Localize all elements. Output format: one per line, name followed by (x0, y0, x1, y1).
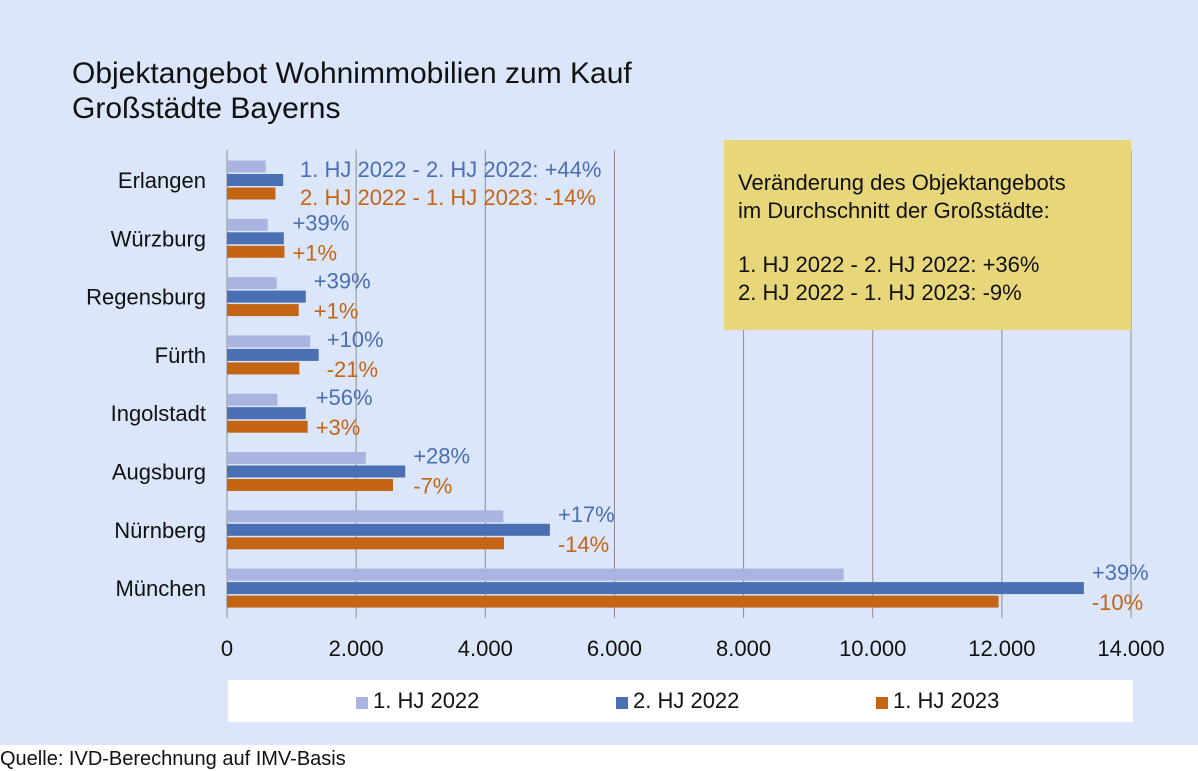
info-box-line-4: 2. HJ 2022 - 1. HJ 2023: -9% (738, 280, 1022, 305)
x-tick-label: 12.000 (968, 636, 1035, 661)
chart-background (0, 0, 1198, 745)
category-label: Regensburg (86, 285, 206, 310)
x-tick-label: 14.000 (1097, 636, 1164, 661)
legend-swatch (616, 697, 628, 709)
chart-title: Objektangebot Wohnimmobilien zum Kauf Gr… (72, 56, 632, 126)
change-label-1hj2023: +1% (314, 299, 359, 324)
change-label-1hj2023: 2. HJ 2022 - 1. HJ 2023: -14% (300, 185, 596, 210)
change-label-2hj2022: 1. HJ 2022 - 2. HJ 2022: +44% (300, 157, 601, 182)
bar (227, 245, 285, 258)
bar (227, 452, 366, 464)
info-box-line-1: Veränderung des Objektangebots (738, 170, 1066, 195)
bar (227, 218, 268, 231)
bar (227, 465, 406, 478)
x-tick-label: 10.000 (839, 636, 906, 661)
category-label: Nürnberg (114, 518, 206, 543)
bar (227, 335, 311, 348)
category-label: Würzburg (111, 226, 206, 251)
bar (227, 479, 393, 491)
category-label: München (115, 576, 206, 601)
bar (227, 510, 504, 523)
bar (227, 304, 299, 317)
info-box (724, 140, 1131, 330)
x-tick-label: 6.000 (587, 636, 642, 661)
source-note: Quelle: IVD-Berechnung auf IMV-Basis (0, 748, 346, 770)
bar (227, 362, 300, 375)
change-label-1hj2023: -21% (327, 357, 378, 382)
chart-legend: 1. HJ 2022 2. HJ 2022 1. HJ 2023 (228, 680, 1133, 722)
category-label: Fürth (155, 343, 206, 368)
change-label-2hj2022: +39% (1092, 560, 1149, 585)
change-label-2hj2022: +17% (558, 502, 615, 527)
x-tick-label: 0 (221, 636, 233, 661)
info-box-line-2: im Durchschnitt der Großstädte: (738, 198, 1050, 223)
change-label-2hj2022: +39% (292, 210, 349, 235)
bar (227, 537, 505, 550)
change-label-2hj2022: +28% (413, 444, 470, 469)
bar (227, 420, 308, 433)
bar (227, 160, 266, 173)
change-label-2hj2022: +39% (314, 269, 371, 294)
bar (227, 582, 1084, 595)
legend-item: 1. HJ 2022 (356, 680, 479, 722)
bar (227, 174, 284, 186)
bar (227, 348, 319, 361)
change-label-1hj2023: -10% (1092, 590, 1143, 615)
legend-item: 2. HJ 2022 (616, 680, 739, 722)
legend-swatch (876, 697, 888, 709)
info-box-line-3: 1. HJ 2022 - 2. HJ 2022: +36% (738, 252, 1039, 277)
category-label: Ingolstadt (111, 401, 206, 426)
x-tick-label: 2.000 (329, 636, 384, 661)
legend-label: 1. HJ 2023 (893, 688, 1000, 713)
x-tick-label: 4.000 (458, 636, 513, 661)
bar (227, 290, 306, 303)
bar (227, 187, 276, 200)
change-label-1hj2023: -14% (558, 532, 609, 557)
bar (227, 277, 277, 290)
bar (227, 393, 278, 406)
legend-label: 2. HJ 2022 (633, 688, 740, 713)
bar-chart: Veränderung des Objektangebots im Durchsc… (86, 140, 1165, 661)
bar (227, 232, 284, 245)
change-label-1hj2023: +3% (316, 415, 361, 440)
chart-title-line1: Objektangebot Wohnimmobilien zum Kauf (72, 57, 632, 90)
legend-label: 1. HJ 2022 (373, 688, 480, 713)
category-label: Augsburg (112, 460, 206, 485)
change-label-1hj2023: -7% (413, 474, 452, 499)
legend-item: 1. HJ 2023 (876, 680, 999, 722)
x-tick-label: 8.000 (716, 636, 771, 661)
bar (227, 523, 550, 536)
bar (227, 568, 844, 581)
chart-title-line2: Großstädte Bayerns (72, 92, 341, 125)
bar (227, 595, 999, 608)
change-label-1hj2023: +1% (292, 240, 337, 265)
bar (227, 407, 306, 420)
change-label-2hj2022: +10% (327, 327, 384, 352)
category-label: Erlangen (118, 168, 206, 193)
legend-swatch (356, 697, 368, 709)
change-label-2hj2022: +56% (316, 385, 373, 410)
